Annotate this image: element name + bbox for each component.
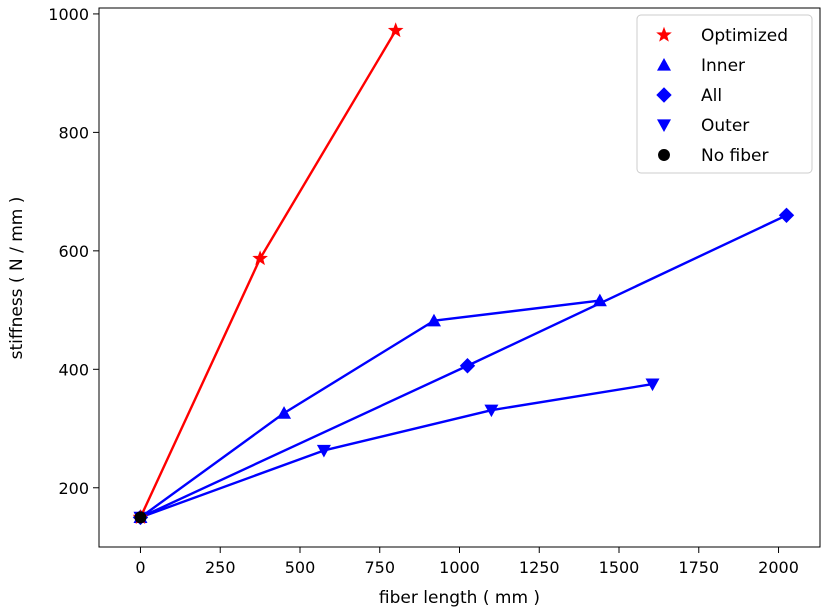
series-no-fiber [134,511,147,524]
legend-item: Outer [657,116,749,136]
data-point [459,358,476,374]
legend: Optimized Inner All Outer No fiber [636,14,813,174]
y-tick-label: 400 [58,360,89,379]
series-layer [132,22,795,526]
x-tick-label: 2000 [758,558,799,577]
data-point [426,313,441,327]
y-tick-label: 200 [58,479,89,498]
legend-item: All [656,86,722,106]
data-point [277,406,292,419]
y-tick-label: 600 [58,242,89,261]
legend-item: No fiber [658,146,768,166]
legend-item: Optimized [656,26,788,46]
x-tick-label: 750 [364,558,395,577]
data-point [387,22,404,38]
x-tick-label: 250 [205,558,236,577]
legend-marker [656,26,672,42]
legend-marker [656,87,672,103]
x-tick-label: 1750 [678,558,719,577]
series-line [140,382,653,519]
data-point [134,511,147,524]
series-all [132,207,795,526]
legend-marker [658,149,670,161]
legend-marker [657,119,671,132]
y-tick-label: 1000 [48,5,89,24]
legend-label: Optimized [701,26,788,46]
legend-marker [657,58,671,71]
axes-layer: 0 250 500 750 1000 1250 1500 1750 2000 200 400 600 8… [48,5,821,577]
x-axis-label: fiber length ( mm ) [379,588,540,608]
series-line [139,299,601,519]
legend-box [636,14,813,174]
legend-label: All [701,86,722,106]
x-tick-label: 1250 [519,558,560,577]
legend-item: Inner [657,56,745,76]
data-point [484,404,499,418]
data-point [316,444,331,458]
data-point [252,250,268,266]
data-point [778,207,795,224]
data-point [645,378,660,392]
data-point [592,293,607,307]
legend-label: Outer [701,116,749,136]
x-tick-label: 1000 [439,558,480,577]
x-tick-label: 1500 [599,558,640,577]
x-tick-label: 0 [135,558,145,577]
y-tick-label: 800 [58,123,89,142]
legend-label: No fiber [701,146,768,166]
y-axis-label: stiffness ( N / mm ) [7,197,27,360]
legend-label: Inner [701,56,745,76]
x-tick-label: 500 [285,558,316,577]
